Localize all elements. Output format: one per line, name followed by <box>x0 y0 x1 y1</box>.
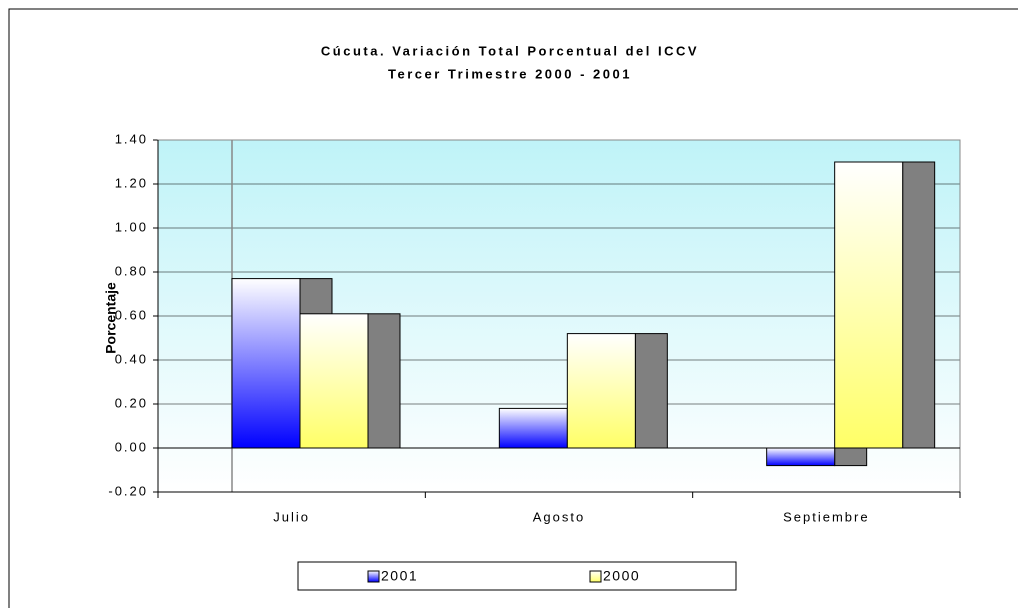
bar <box>299 313 369 449</box>
bar <box>766 447 836 467</box>
bar <box>834 161 904 449</box>
bar-side <box>634 333 668 449</box>
y-tick-label: 0.60 <box>115 307 148 322</box>
y-tick-label: 0.20 <box>115 395 148 410</box>
x-tick-label: Septiembre <box>783 509 869 524</box>
chart-title: Cúcuta. Variación Total Porcentual del I… <box>321 43 699 58</box>
y-tick-label: 0.00 <box>115 439 148 454</box>
x-tick-label: Agosto <box>533 509 585 524</box>
legend <box>297 561 737 591</box>
y-axis-label: Porcentaje <box>103 282 119 354</box>
legend-label: 2000 <box>603 568 640 584</box>
legend-label: 2001 <box>381 568 418 584</box>
chart-subtitle: Tercer Trimestre 2000 - 2001 <box>388 66 632 81</box>
y-tick-label: 0.40 <box>115 351 148 366</box>
x-tick-label: Julio <box>273 509 310 524</box>
y-tick-label: 1.20 <box>115 175 148 190</box>
frame <box>8 8 1018 613</box>
bar-side <box>834 447 868 467</box>
y-tick-label: 1.00 <box>115 219 148 234</box>
y-tick-label: -0.20 <box>108 483 148 498</box>
y-tick-label: 1.40 <box>115 131 148 146</box>
bar-side <box>902 161 936 449</box>
bar-side <box>367 313 401 449</box>
legend-swatch <box>367 570 380 583</box>
y-tick-label: 0.80 <box>115 263 148 278</box>
bar <box>566 333 636 449</box>
bar <box>498 407 568 449</box>
legend-swatch <box>589 570 602 583</box>
bar <box>231 278 301 449</box>
